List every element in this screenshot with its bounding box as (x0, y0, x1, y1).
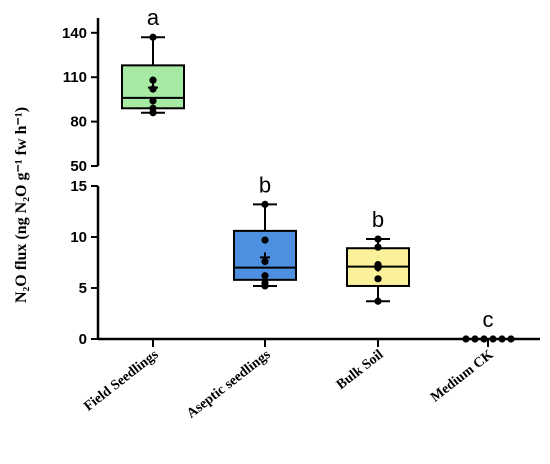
y-tick-label: 50 (70, 158, 87, 175)
data-point (480, 335, 488, 343)
significance-label: b (259, 172, 271, 197)
x-tick-label: Medium CK (428, 347, 496, 405)
y-tick-label: 0 (79, 331, 87, 348)
data-point (471, 335, 479, 343)
data-point (374, 297, 382, 305)
significance-label: a (147, 5, 160, 30)
data-point (261, 272, 269, 280)
data-point (498, 335, 506, 343)
y-axis-title: N₂O flux (ng N₂O g⁻¹ fw h⁻¹) (13, 107, 30, 303)
x-tick-label: Bulk Soil (334, 347, 387, 393)
x-tick-label: Aseptic seedlings (184, 347, 274, 422)
x-tick-label: Field Seedlings (81, 347, 161, 414)
data-point (462, 335, 470, 343)
data-point (489, 335, 497, 343)
y-tick-label: 80 (70, 114, 87, 131)
y-tick-label: 5 (79, 280, 87, 297)
y-tick-label: 110 (63, 69, 87, 86)
significance-label: b (372, 207, 384, 232)
data-point (149, 97, 157, 105)
data-point (261, 236, 269, 244)
data-point (374, 243, 382, 251)
data-point (149, 76, 157, 84)
data-point (374, 235, 382, 243)
y-tick-label: 15 (70, 178, 87, 195)
plot-area: 50 80 110 140 0 5 10 15 Field Seedlings Aseptic s… (62, 5, 540, 422)
y-tick-label: 10 (70, 229, 87, 246)
y-tick-label: 140 (62, 25, 87, 42)
data-point (261, 200, 269, 208)
significance-label: c (483, 307, 494, 332)
data-point (261, 282, 269, 290)
data-point (149, 33, 157, 41)
data-point (374, 275, 382, 283)
y-axis-title-text: N₂O flux (ng N₂O g⁻¹ fw h⁻¹) (13, 107, 30, 303)
data-point (149, 109, 157, 117)
data-point (507, 335, 515, 343)
